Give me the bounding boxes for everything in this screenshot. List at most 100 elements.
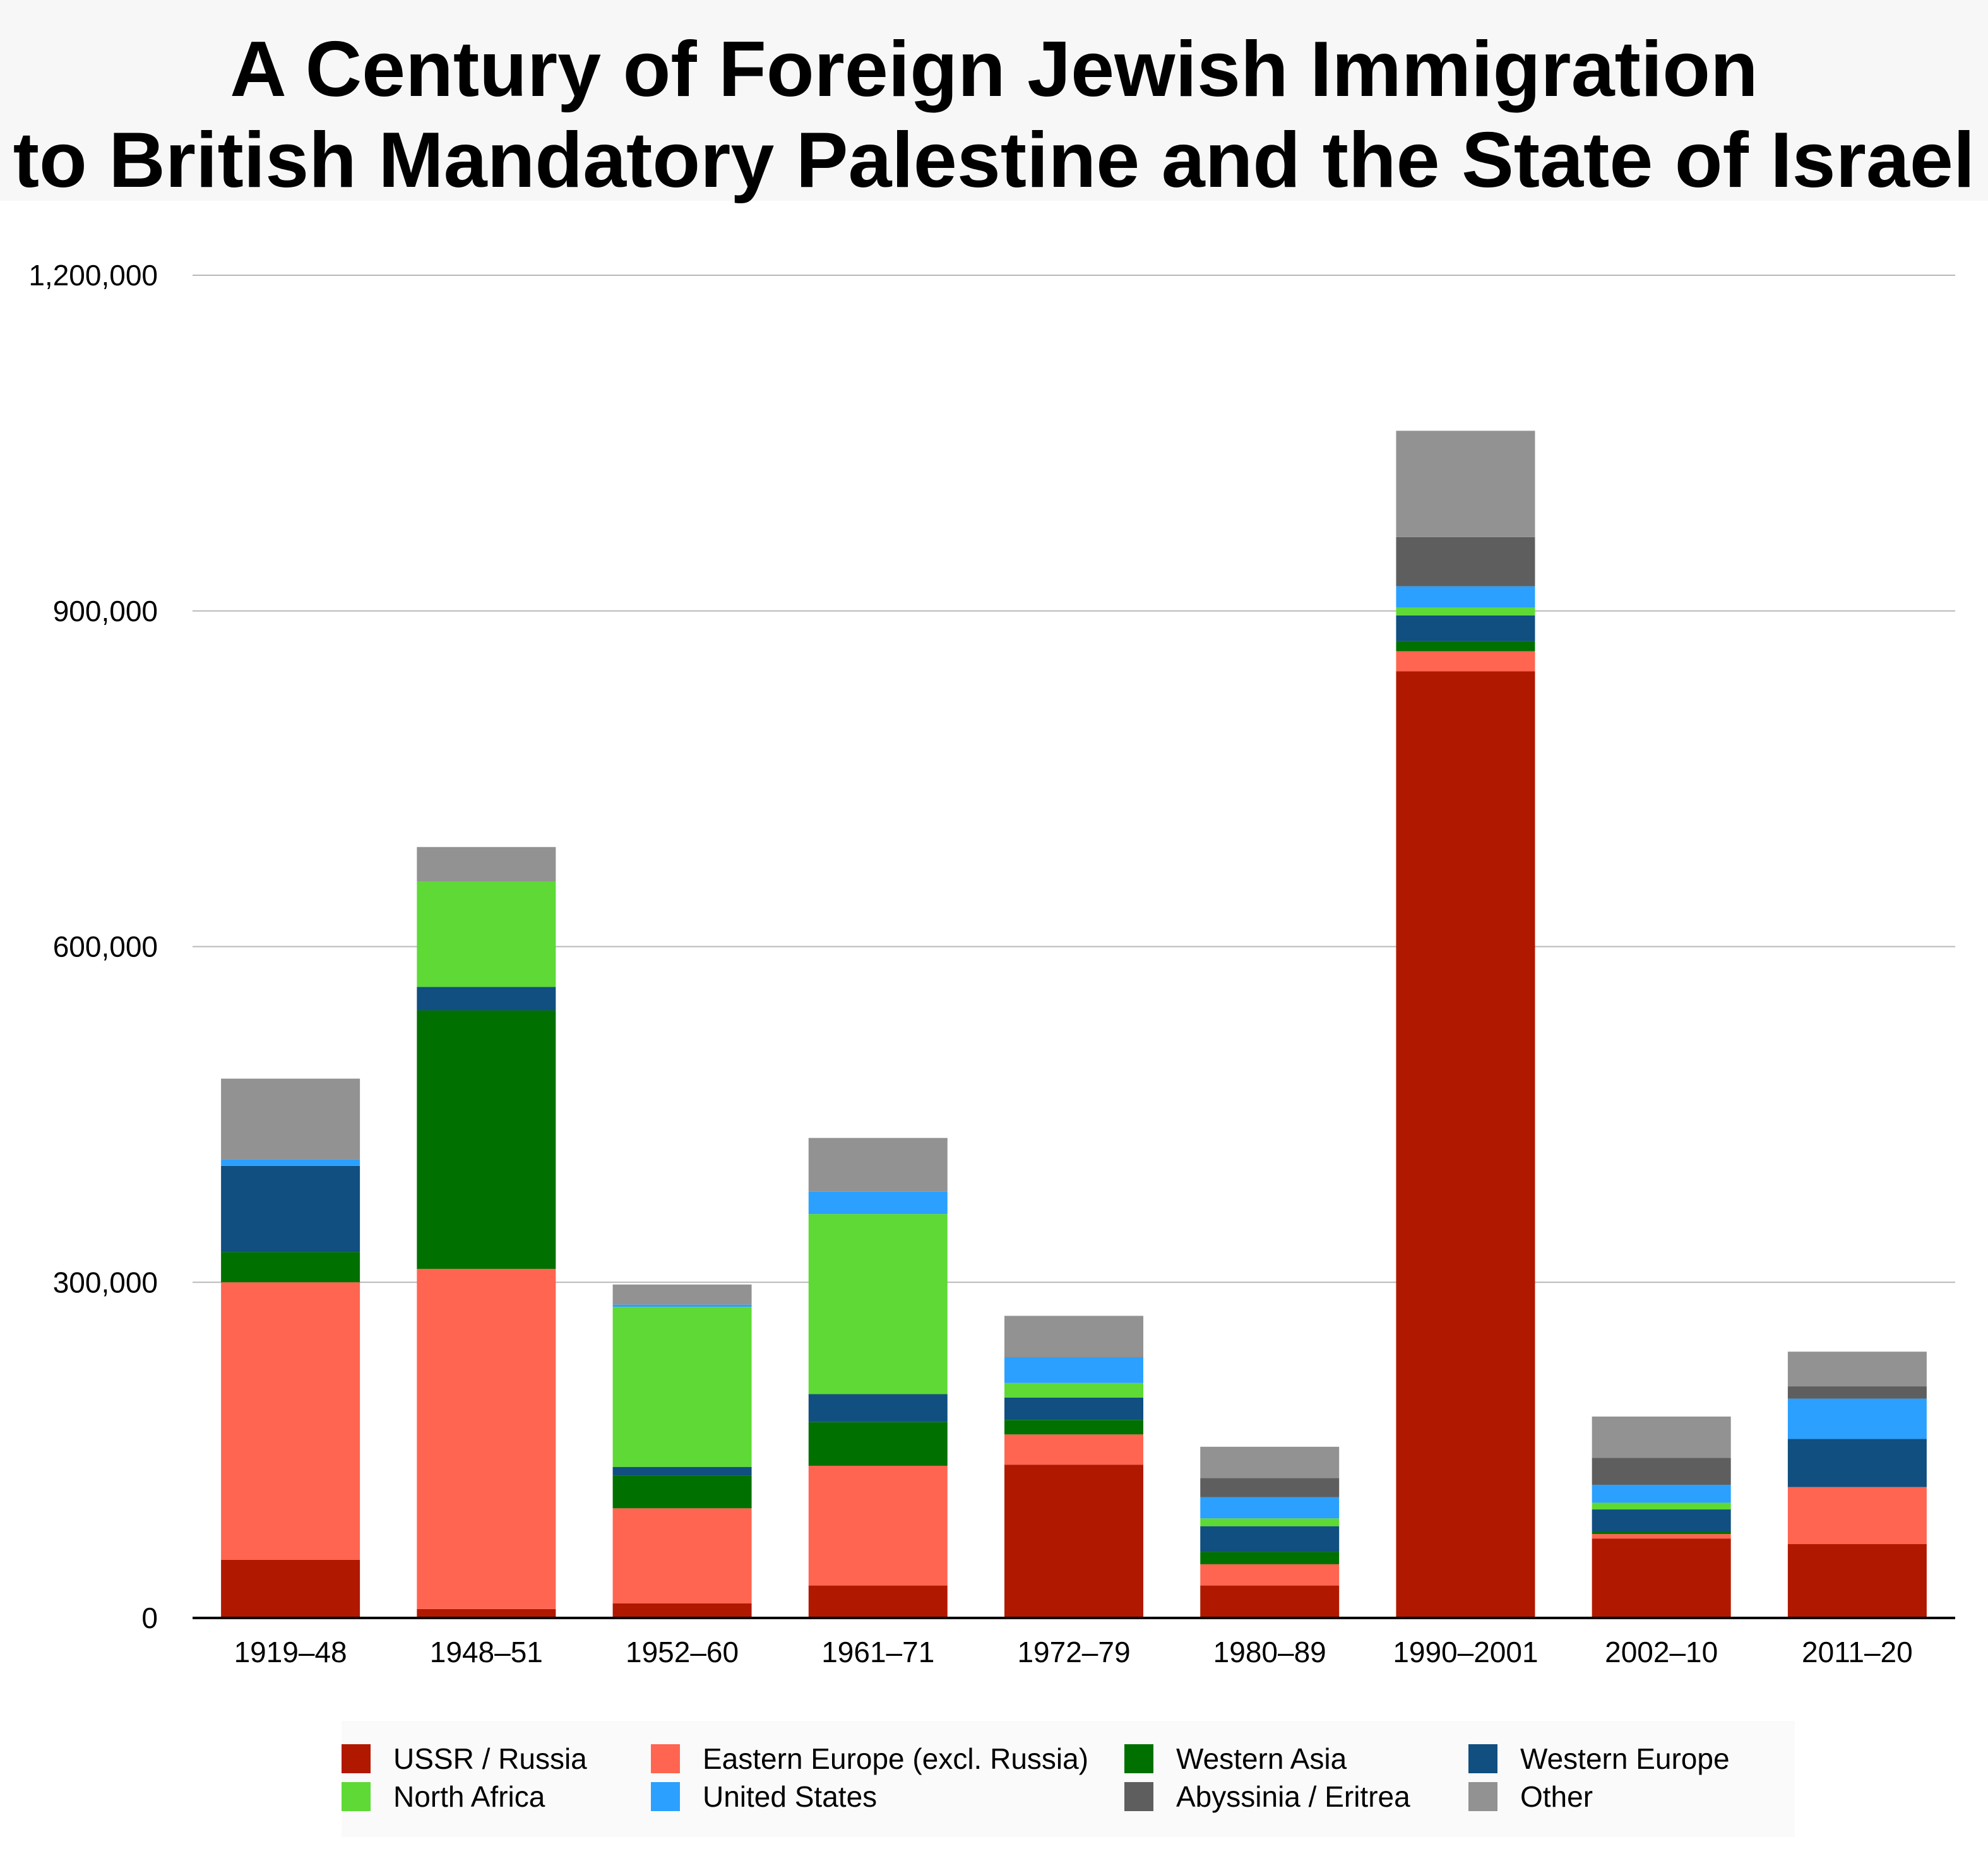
legend-item: Western Asia [1124, 1741, 1347, 1776]
bar-segment-3-8 [612, 1284, 752, 1305]
y-tick-label: 300,000 [53, 1266, 158, 1299]
x-tick-label: 1961–71 [821, 1636, 934, 1668]
bar-segment-6-4 [1200, 1526, 1340, 1552]
bar-segment-2-3 [417, 1010, 556, 1269]
bar-segment-2-5 [417, 881, 556, 987]
legend-label: Eastern Europe (excl. Russia) [703, 1742, 1089, 1775]
bar-segment-3-5 [612, 1307, 752, 1467]
bar-segment-1-4 [221, 1165, 360, 1252]
bar-segment-4-4 [808, 1394, 948, 1422]
legend-label: Western Europe [1520, 1742, 1730, 1775]
bar-segment-9-8 [1787, 1352, 1927, 1387]
legend-label: Western Asia [1176, 1742, 1347, 1775]
bar-segment-8-1 [1592, 1538, 1731, 1618]
legend-swatch [342, 1782, 371, 1811]
legend-item: Eastern Europe (excl. Russia) [651, 1741, 1088, 1776]
legend-item: Other [1468, 1779, 1593, 1814]
legend-label: Other [1520, 1780, 1593, 1813]
bars [221, 431, 1927, 1618]
bar-segment-7-4 [1396, 615, 1535, 641]
bar-segment-7-8 [1396, 431, 1535, 537]
bar-segment-7-1 [1396, 671, 1535, 1618]
bar-segment-7-3 [1396, 641, 1535, 651]
legend-item: Abyssinia / Eritrea [1124, 1779, 1410, 1814]
y-tick-label: 1,200,000 [28, 259, 158, 292]
bar-segment-6-7 [1200, 1478, 1340, 1497]
bar-segment-5-5 [1004, 1382, 1143, 1398]
legend-swatch [1124, 1744, 1153, 1773]
chart-title: A Century of Foreign Jewish Immigration … [0, 24, 1988, 206]
y-tick-label: 0 [141, 1602, 158, 1634]
bar-segment-7-5 [1396, 607, 1535, 615]
bar-segment-8-6 [1592, 1485, 1731, 1503]
axes: 0 300,000 600,000 900,000 1,200,000 1919–48 19… [28, 259, 1955, 1668]
bar-segment-6-2 [1200, 1564, 1340, 1586]
bar-segment-8-2 [1592, 1534, 1731, 1539]
bar-segment-3-2 [612, 1508, 752, 1603]
legend: USSR / Russia Eastern Europe (excl. Russi… [342, 1721, 1795, 1837]
x-tick-label: 2002–10 [1605, 1636, 1718, 1668]
bar-segment-7-2 [1396, 651, 1535, 672]
bar-segment-2-4 [417, 987, 556, 1011]
bar-segment-3-4 [612, 1466, 752, 1476]
legend-item: United States [651, 1779, 877, 1814]
legend-swatch [651, 1744, 680, 1773]
bar-segment-5-3 [1004, 1420, 1143, 1435]
chart-title-line-1: A Century of Foreign Jewish Immigration [230, 26, 1758, 113]
bar-segment-9-7 [1787, 1386, 1927, 1399]
bar-segment-6-6 [1200, 1497, 1340, 1519]
legend-label: Abyssinia / Eritrea [1176, 1780, 1410, 1813]
bar-segment-3-3 [612, 1475, 752, 1509]
x-tick-label: 1980–89 [1213, 1636, 1326, 1668]
chart-title-line-2: to British Mandatory Palestine and the S… [13, 117, 1975, 204]
x-tick-label: 2011–20 [1802, 1636, 1913, 1668]
bar-segment-8-8 [1592, 1416, 1731, 1458]
bar-segment-1-2 [221, 1282, 360, 1560]
bar-segment-9-1 [1787, 1544, 1927, 1618]
bar-segment-5-8 [1004, 1316, 1143, 1358]
bar-segment-6-3 [1200, 1552, 1340, 1564]
bar-segment-4-3 [808, 1422, 948, 1466]
bar-segment-9-4 [1787, 1439, 1927, 1487]
bar-segment-7-6 [1396, 586, 1535, 608]
bar-segment-8-5 [1592, 1502, 1731, 1510]
bar-segment-8-7 [1592, 1458, 1731, 1485]
bar-segment-4-2 [808, 1465, 948, 1586]
bar-segment-3-1 [612, 1603, 752, 1618]
y-tick-label: 900,000 [53, 595, 158, 627]
legend-swatch [1468, 1744, 1497, 1773]
bar-segment-4-8 [808, 1138, 948, 1192]
bar-segment-2-1 [417, 1608, 556, 1618]
legend-swatch [651, 1782, 680, 1811]
legend-item: USSR / Russia [342, 1741, 587, 1776]
bar-segment-3-6 [612, 1304, 752, 1307]
bar-segment-1-8 [221, 1078, 360, 1160]
bar-segment-5-2 [1004, 1434, 1143, 1465]
bar-segment-6-1 [1200, 1585, 1340, 1618]
x-tick-label: 1948–51 [430, 1636, 543, 1668]
bar-segment-9-6 [1787, 1398, 1927, 1439]
legend-item: Western Europe [1468, 1741, 1730, 1776]
bar-segment-4-5 [808, 1214, 948, 1394]
legend-label: North Africa [393, 1780, 545, 1813]
bar-segment-6-8 [1200, 1446, 1340, 1478]
bar-segment-8-3 [1592, 1531, 1731, 1535]
bar-segment-2-2 [417, 1268, 556, 1609]
bar-segment-1-3 [221, 1252, 360, 1283]
bar-segment-5-4 [1004, 1397, 1143, 1420]
x-tick-label: 1990–2001 [1393, 1636, 1538, 1668]
bar-segment-7-7 [1396, 537, 1535, 586]
bar-segment-5-6 [1004, 1357, 1143, 1383]
bar-segment-6-5 [1200, 1518, 1340, 1526]
bar-segment-1-6 [221, 1159, 360, 1166]
title-band [0, 0, 1988, 201]
x-tick-label: 1952–60 [626, 1636, 739, 1668]
bar-segment-1-1 [221, 1559, 360, 1618]
x-tick-label: 1972–79 [1017, 1636, 1130, 1668]
x-tick-label: 1919–48 [234, 1636, 347, 1668]
bar-segment-9-2 [1787, 1487, 1927, 1545]
bar-segment-8-4 [1592, 1509, 1731, 1532]
bar-segment-2-8 [417, 847, 556, 882]
y-tick-label: 600,000 [53, 931, 158, 963]
